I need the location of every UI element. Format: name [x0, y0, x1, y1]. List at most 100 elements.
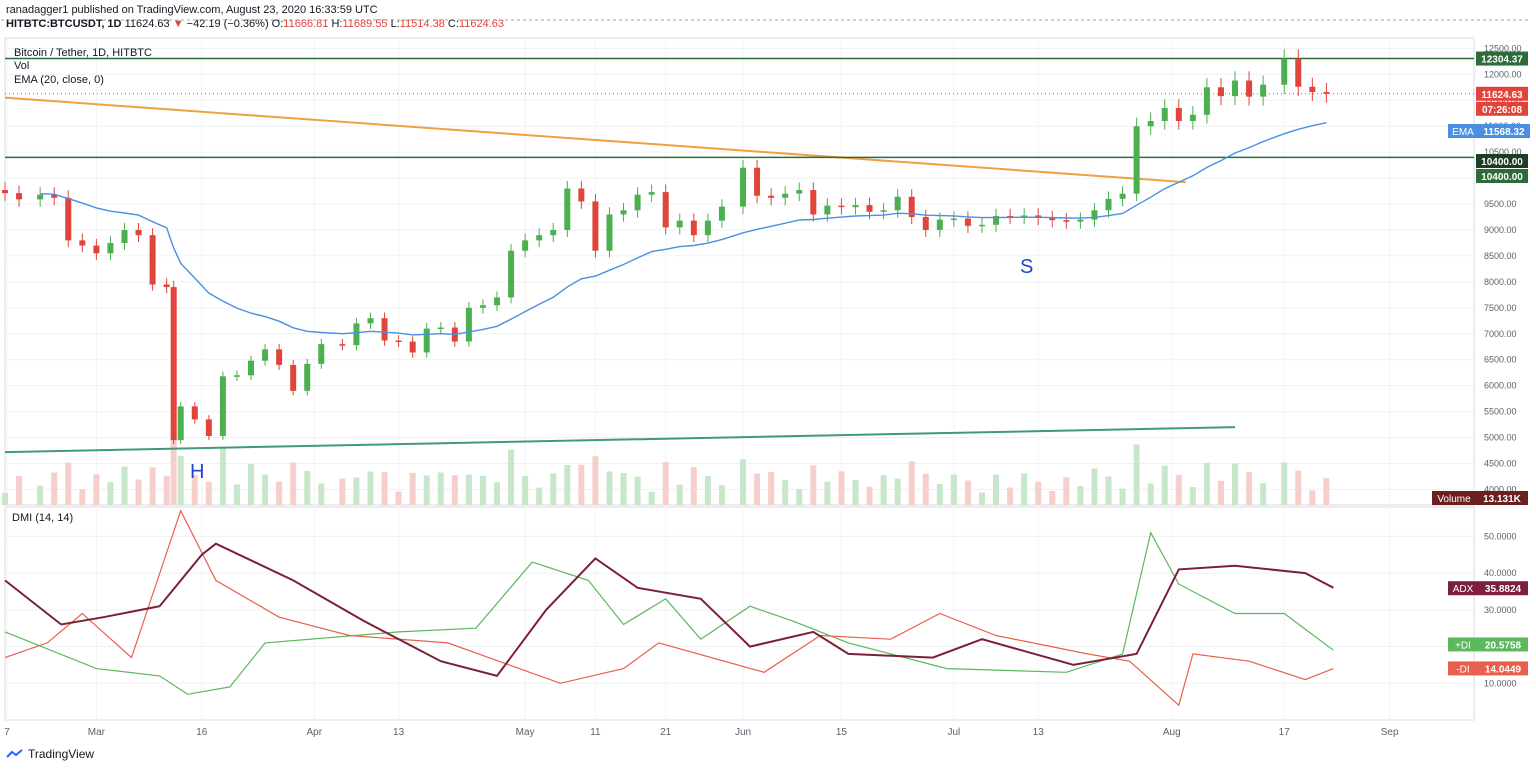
volume-legend: Vol	[14, 60, 29, 72]
volume-bar	[290, 462, 297, 505]
volume-bar	[1189, 487, 1196, 505]
price-axis-label: 12000.00	[1484, 69, 1522, 79]
candle-body	[1091, 210, 1098, 220]
price-axis-label: 12500.00	[1484, 43, 1522, 53]
candle-body	[1246, 80, 1253, 97]
volume-bar	[409, 472, 416, 505]
candle-body	[922, 217, 929, 230]
ema-price-badge-box	[1478, 124, 1530, 138]
volume-bar	[381, 472, 388, 505]
candle-body	[353, 323, 360, 346]
time-axis-label: Jul	[947, 727, 960, 738]
price-axis-label: 9500.00	[1484, 199, 1517, 209]
candle-body	[149, 235, 156, 285]
volume-bar	[1295, 470, 1302, 505]
volume-bar	[451, 475, 458, 505]
time-axis-label: 16	[196, 727, 208, 738]
brand-name: TradingView	[28, 747, 95, 761]
plus-di-badge-label-box	[1448, 637, 1478, 652]
volume-bar	[550, 473, 557, 505]
price-axis-label: 8000.00	[1484, 277, 1517, 287]
candle-body	[592, 201, 599, 251]
candle-body	[508, 250, 515, 298]
volume-bar	[866, 486, 873, 505]
candle-body	[276, 349, 283, 365]
volume-bar	[248, 464, 255, 505]
candle-body	[479, 305, 486, 308]
annotation-s: S	[1020, 256, 1033, 278]
volume-bar	[964, 480, 971, 505]
volume-bar	[704, 476, 711, 505]
candle-body	[1175, 108, 1182, 122]
volume-bar	[1007, 487, 1014, 505]
last-price-badge-box	[1476, 86, 1528, 101]
symbol-label[interactable]: HITBTC:BTCUSDT, 1D	[6, 18, 122, 30]
ema-line	[40, 122, 1327, 336]
high-label: H:	[331, 18, 343, 30]
volume-bar	[1077, 486, 1084, 505]
candle-body	[1147, 121, 1154, 127]
volume-bar	[2, 493, 8, 505]
candle-body	[177, 406, 184, 441]
minus-di-badge-label-box	[1448, 661, 1478, 676]
candle-body	[606, 214, 613, 251]
volume-bar	[395, 491, 402, 505]
volume-bar	[1133, 444, 1140, 505]
volume-bar	[908, 461, 915, 505]
candle-body	[662, 192, 669, 228]
volume-bar	[1161, 465, 1168, 505]
candle-body	[191, 406, 198, 420]
volume-bar	[810, 465, 817, 505]
candle-body	[852, 205, 859, 208]
volume-bar	[339, 478, 346, 505]
high-value: 11689.55	[342, 18, 388, 30]
price-axis-label: 4500.00	[1484, 458, 1517, 468]
volume-bar	[824, 481, 831, 505]
resistance-price-badge-value: 12304.37	[1481, 55, 1523, 66]
candle-body	[564, 188, 571, 230]
candle-body	[1281, 58, 1288, 85]
volume-bar	[135, 479, 142, 505]
candle-body	[304, 363, 311, 391]
time-axis-label: May	[516, 727, 535, 738]
volume-bar	[894, 478, 901, 505]
volume-value: 13.131K	[1483, 494, 1522, 505]
price-axis-label: 5500.00	[1484, 407, 1517, 417]
candle-body	[1119, 193, 1126, 199]
low-label: L:	[390, 18, 400, 30]
time-axis-label: 13	[1033, 727, 1045, 738]
volume-bar	[662, 462, 669, 505]
time-axis-label: Sep	[1381, 727, 1399, 738]
time-axis-label: 11	[590, 727, 601, 738]
volume-bar	[564, 465, 571, 505]
volume-bar	[1021, 473, 1028, 505]
volume-bar	[676, 484, 683, 505]
volume-bar	[276, 481, 283, 505]
candle-body	[1049, 218, 1056, 221]
open-value: 11666.81	[283, 18, 329, 30]
ascending-support-line	[4, 426, 1236, 454]
time-axis-label: Jun	[735, 727, 751, 738]
volume-bar	[1105, 476, 1112, 505]
candle-body	[578, 188, 585, 202]
volume-value-box	[1476, 491, 1528, 505]
volume-bar	[1260, 483, 1267, 505]
volume-bar	[149, 467, 156, 505]
volume-bar	[233, 484, 240, 505]
candle-body	[1189, 114, 1196, 122]
time-axis-label: 7	[4, 727, 10, 738]
countdown-badge-value: 07:26:08	[1482, 105, 1522, 116]
volume-bar	[262, 474, 269, 505]
volume-bar	[1281, 462, 1288, 505]
volume-bar	[782, 480, 789, 505]
publish-info: ranadagger1 published on TradingView.com…	[6, 4, 378, 16]
volume-bar	[620, 473, 627, 505]
dmi-axis-label: 40.0000	[1484, 568, 1517, 578]
volume-bar	[51, 472, 58, 505]
candle-body	[367, 318, 374, 324]
volume-bar	[740, 459, 747, 505]
candle-body	[79, 240, 86, 246]
candle-body	[423, 328, 430, 353]
volume-bar	[121, 466, 128, 505]
